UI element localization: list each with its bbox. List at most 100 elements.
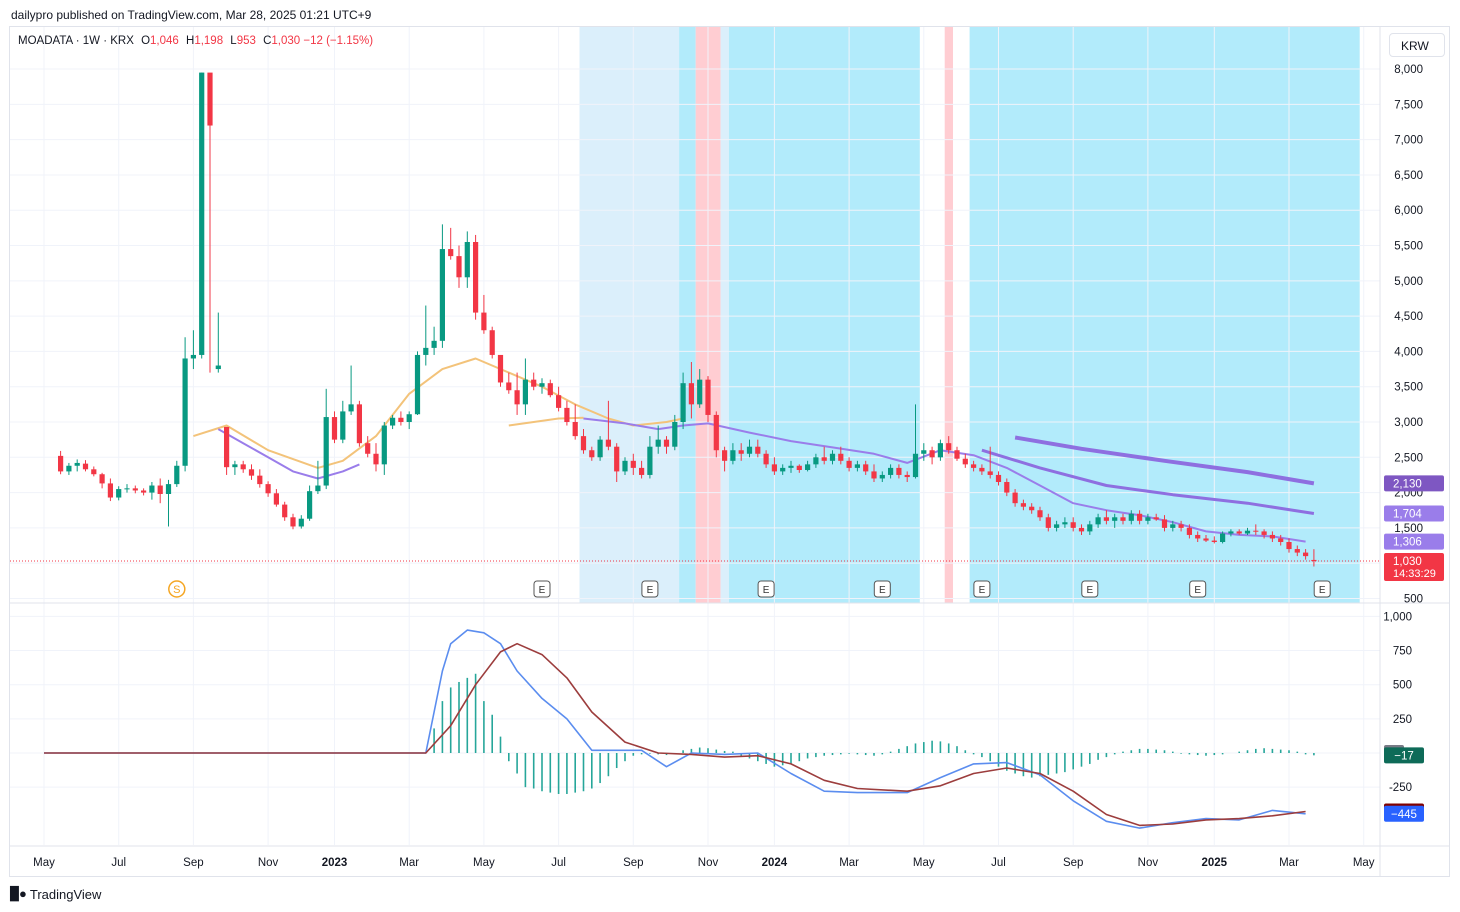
- event-label: E: [539, 585, 546, 596]
- candle-body: [912, 453, 919, 478]
- candle-body: [141, 490, 147, 493]
- candle-body: [1153, 517, 1159, 520]
- candle-body: [871, 471, 877, 479]
- candle-147: [1278, 534, 1284, 546]
- candle-70: [639, 460, 645, 479]
- candle-body: [605, 439, 611, 447]
- candle-55: [514, 372, 520, 415]
- earnings-icon: [973, 580, 991, 598]
- event-marker-5: E: [973, 580, 991, 598]
- footer-brand-text: TradingView: [29, 886, 102, 902]
- candle-35: [348, 365, 354, 415]
- earnings-icon: [873, 580, 891, 598]
- candle-95: [846, 457, 852, 472]
- candle-127: [1112, 513, 1118, 528]
- candle-117: [1029, 503, 1035, 514]
- candle-body: [680, 383, 686, 422]
- candle-130: [1137, 510, 1143, 525]
- candle-body: [937, 443, 943, 458]
- candle-body: [489, 330, 495, 355]
- candle-72: [655, 425, 661, 454]
- open-value: 1,046: [150, 35, 179, 47]
- candle-110: [971, 460, 977, 472]
- candle-2: [74, 459, 80, 472]
- candle-body: [1220, 533, 1226, 542]
- candle-11: [149, 482, 155, 500]
- price-tick-label-6: 3,500: [1394, 382, 1423, 394]
- candle-body: [954, 450, 960, 459]
- candle-4: [91, 466, 97, 477]
- event-label: S: [173, 584, 180, 596]
- time-tick-label-2: Sep: [183, 857, 203, 869]
- candle-body: [1078, 527, 1085, 532]
- candle-body: [796, 465, 802, 470]
- candle-63: [580, 429, 587, 454]
- candle-body: [1012, 492, 1018, 504]
- candle-97: [863, 460, 869, 475]
- candle-body: [564, 407, 570, 422]
- candle-body: [688, 383, 694, 405]
- candle-body: [622, 460, 628, 472]
- candle-body: [705, 379, 711, 415]
- time-tick-label-16: 2025: [1202, 857, 1228, 869]
- event-label: E: [763, 585, 770, 596]
- time-tick-label-18: May: [1353, 857, 1375, 869]
- time-tick-label-6: May: [473, 857, 495, 869]
- candle-71: [647, 436, 653, 479]
- candle-86: [771, 457, 777, 475]
- candle-body: [1087, 524, 1093, 532]
- event-label: E: [1319, 585, 1326, 596]
- candle-69: [630, 453, 636, 475]
- macd-line: [44, 629, 1306, 829]
- candle-body: [896, 467, 902, 475]
- candle-121: [1062, 517, 1068, 528]
- candle-body: [763, 453, 769, 465]
- candle-body: [1054, 524, 1060, 528]
- candle-body: [539, 383, 545, 387]
- earnings-icon: [641, 580, 659, 598]
- candle-61: [564, 400, 570, 426]
- candle-body: [199, 72, 205, 355]
- candle-body: [157, 485, 163, 494]
- time-tick-label-4: 2023: [322, 857, 348, 869]
- candle-body: [755, 446, 761, 454]
- candle-body: [805, 464, 811, 470]
- candle-43: [414, 351, 421, 415]
- candle-116: [1020, 499, 1026, 511]
- candle-23: [248, 464, 255, 480]
- candle-body: [780, 467, 786, 472]
- candle-body: [248, 469, 255, 476]
- candle-body: [829, 453, 836, 461]
- candle-146: [1269, 531, 1275, 542]
- candle-body: [1253, 530, 1259, 532]
- highlight-band-5: [944, 27, 953, 603]
- symbol-name: MOADATA · 1W · KRX: [18, 35, 134, 47]
- highlight-band-6: [969, 27, 1360, 603]
- currency-button[interactable]: KRW: [1389, 33, 1445, 57]
- candle-body: [663, 439, 670, 447]
- candle-body: [273, 493, 279, 505]
- candle-111: [979, 464, 985, 475]
- candle-body: [1294, 549, 1300, 553]
- candle-40: [390, 414, 396, 430]
- candle-body: [730, 450, 736, 461]
- candle-body: [746, 446, 753, 454]
- candle-10: [141, 488, 147, 496]
- candle-body: [672, 422, 678, 447]
- candle-body: [91, 469, 97, 475]
- candle-body: [813, 457, 819, 465]
- candle-body: [224, 426, 230, 468]
- candle-32: [323, 388, 329, 490]
- candle-109: [962, 453, 968, 468]
- candle-body: [232, 464, 238, 468]
- candle-52: [489, 326, 495, 359]
- earnings-icon: [1081, 580, 1099, 598]
- candle-20: [224, 426, 230, 475]
- candle-73: [663, 436, 670, 454]
- candle-131: [1145, 513, 1151, 525]
- candle-60: [556, 386, 562, 412]
- candle-21: [232, 460, 238, 475]
- candle-body: [1186, 527, 1192, 535]
- candle-body: [1261, 531, 1267, 535]
